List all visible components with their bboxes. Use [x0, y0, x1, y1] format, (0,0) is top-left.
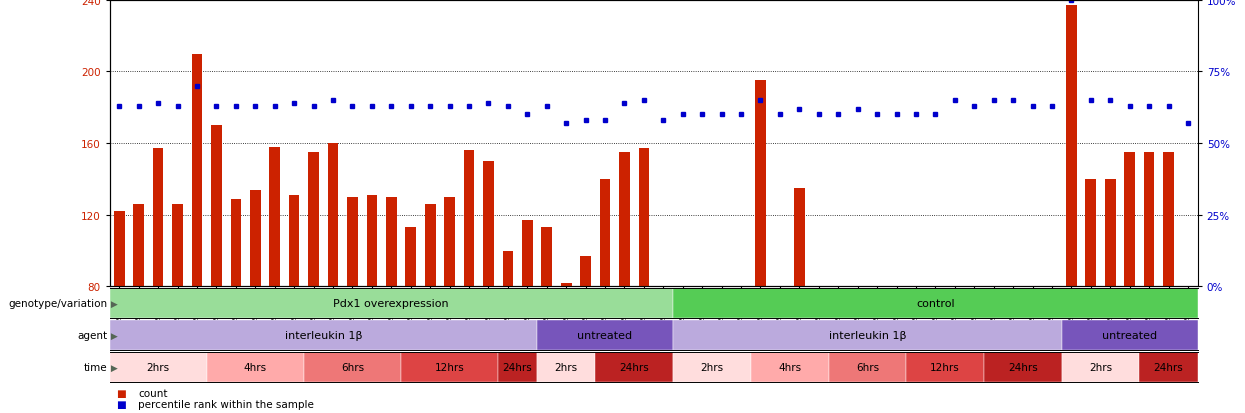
Bar [230, 199, 242, 287]
Bar [560, 283, 571, 287]
Bar [542, 228, 552, 287]
Bar [153, 149, 163, 287]
Bar [674, 352, 751, 382]
Bar [794, 188, 804, 287]
Text: genotype/variation: genotype/variation [7, 299, 107, 309]
Bar [503, 251, 513, 287]
Bar [595, 352, 674, 382]
Text: 6hrs: 6hrs [855, 362, 879, 372]
Bar [1163, 153, 1174, 287]
Text: 24hrs: 24hrs [1008, 362, 1037, 372]
Bar [600, 179, 610, 287]
Text: ▶: ▶ [108, 331, 118, 340]
Bar [639, 149, 649, 287]
Bar [401, 352, 498, 382]
Bar [674, 289, 1198, 318]
Text: ■: ■ [116, 399, 126, 409]
Text: agent: agent [77, 330, 107, 340]
Text: 12hrs: 12hrs [435, 362, 464, 372]
Text: Pdx1 overexpression: Pdx1 overexpression [334, 299, 449, 309]
Text: 24hrs: 24hrs [619, 362, 649, 372]
Text: 2hrs: 2hrs [147, 362, 169, 372]
Text: 2hrs: 2hrs [1089, 362, 1112, 372]
Bar [406, 228, 416, 287]
Bar [207, 352, 304, 382]
Bar [192, 55, 203, 287]
Text: ■: ■ [116, 389, 126, 399]
Bar [906, 352, 984, 382]
Text: untreated: untreated [1102, 330, 1158, 340]
Bar [1144, 153, 1154, 287]
Bar [522, 221, 533, 287]
Bar [1066, 6, 1077, 287]
Text: interleukin 1β: interleukin 1β [829, 330, 906, 340]
Bar [347, 197, 357, 287]
Bar [751, 352, 828, 382]
Text: 6hrs: 6hrs [341, 362, 364, 372]
Text: 12hrs: 12hrs [930, 362, 960, 372]
Bar [115, 211, 124, 287]
Bar [289, 195, 300, 287]
Text: count: count [138, 389, 168, 399]
Bar [366, 195, 377, 287]
Bar [828, 352, 906, 382]
Bar [580, 256, 591, 287]
Bar [483, 161, 494, 287]
Text: 4hrs: 4hrs [244, 362, 266, 372]
Text: percentile rank within the sample: percentile rank within the sample [138, 399, 314, 409]
Bar [133, 204, 144, 287]
Bar [756, 81, 766, 287]
Bar [984, 352, 1062, 382]
Bar [498, 352, 537, 382]
Text: 2hrs: 2hrs [554, 362, 578, 372]
Bar [304, 352, 401, 382]
Text: 4hrs: 4hrs [778, 362, 802, 372]
Bar [1139, 352, 1198, 382]
Text: time: time [83, 362, 107, 372]
Bar [327, 144, 339, 287]
Bar [1086, 179, 1096, 287]
Bar [172, 204, 183, 287]
Text: 2hrs: 2hrs [701, 362, 723, 372]
Text: control: control [916, 299, 955, 309]
Text: ▶: ▶ [108, 363, 118, 372]
Bar [250, 190, 260, 287]
Bar [674, 320, 1062, 350]
Text: interleukin 1β: interleukin 1β [285, 330, 362, 340]
Bar [269, 147, 280, 287]
Bar [425, 204, 436, 287]
Bar [110, 320, 537, 350]
Text: untreated: untreated [578, 330, 632, 340]
Text: 24hrs: 24hrs [503, 362, 533, 372]
Bar [619, 153, 630, 287]
Bar [110, 289, 674, 318]
Bar [110, 352, 207, 382]
Bar [537, 320, 674, 350]
Bar [1104, 179, 1116, 287]
Bar [386, 197, 397, 287]
Bar [1062, 320, 1198, 350]
Bar [1124, 153, 1135, 287]
Bar [1062, 352, 1139, 382]
Bar [463, 151, 474, 287]
Text: ▶: ▶ [108, 299, 118, 308]
Text: 24hrs: 24hrs [1154, 362, 1184, 372]
Bar [309, 153, 319, 287]
Bar [212, 126, 222, 287]
Bar [537, 352, 595, 382]
Bar [444, 197, 454, 287]
